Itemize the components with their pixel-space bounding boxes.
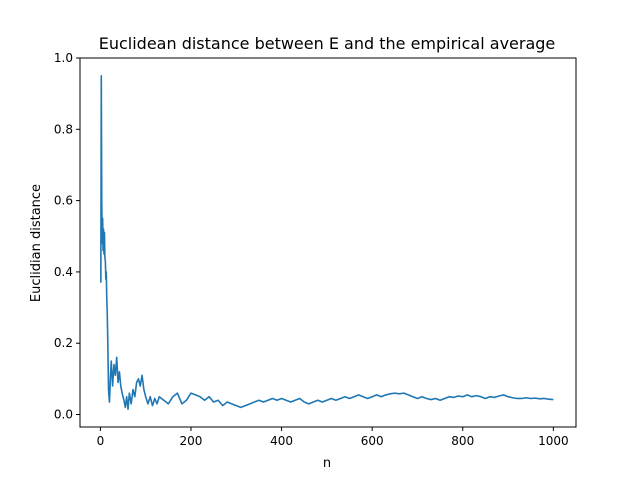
- x-tick-label: 600: [361, 434, 384, 448]
- y-tick-label: 0.2: [54, 336, 73, 350]
- y-tick-label: 0.4: [54, 265, 73, 279]
- y-tick-label: 0.6: [54, 194, 73, 208]
- x-tick-label: 1000: [538, 434, 569, 448]
- x-axis-label: n: [323, 456, 331, 471]
- x-tick-label: 200: [180, 434, 203, 448]
- y-tick-label: 0.8: [54, 122, 73, 136]
- axes-frame: [79, 57, 577, 428]
- x-tick-label: 800: [451, 434, 474, 448]
- y-tick-label: 1.0: [54, 51, 73, 65]
- plot-area: 0 200 400 600 800 1000 0.0 0.2 0.4 0.6 0.8 1.0: [54, 51, 577, 448]
- x-tick-label: 0: [97, 434, 105, 448]
- y-axis-label: Euclidian distance: [29, 184, 44, 302]
- x-tick-label: 400: [270, 434, 293, 448]
- y-tick-label: 0.0: [54, 408, 73, 422]
- chart-title: Euclidean distance between E and the emp…: [99, 34, 556, 53]
- series-line-0: [100, 75, 554, 410]
